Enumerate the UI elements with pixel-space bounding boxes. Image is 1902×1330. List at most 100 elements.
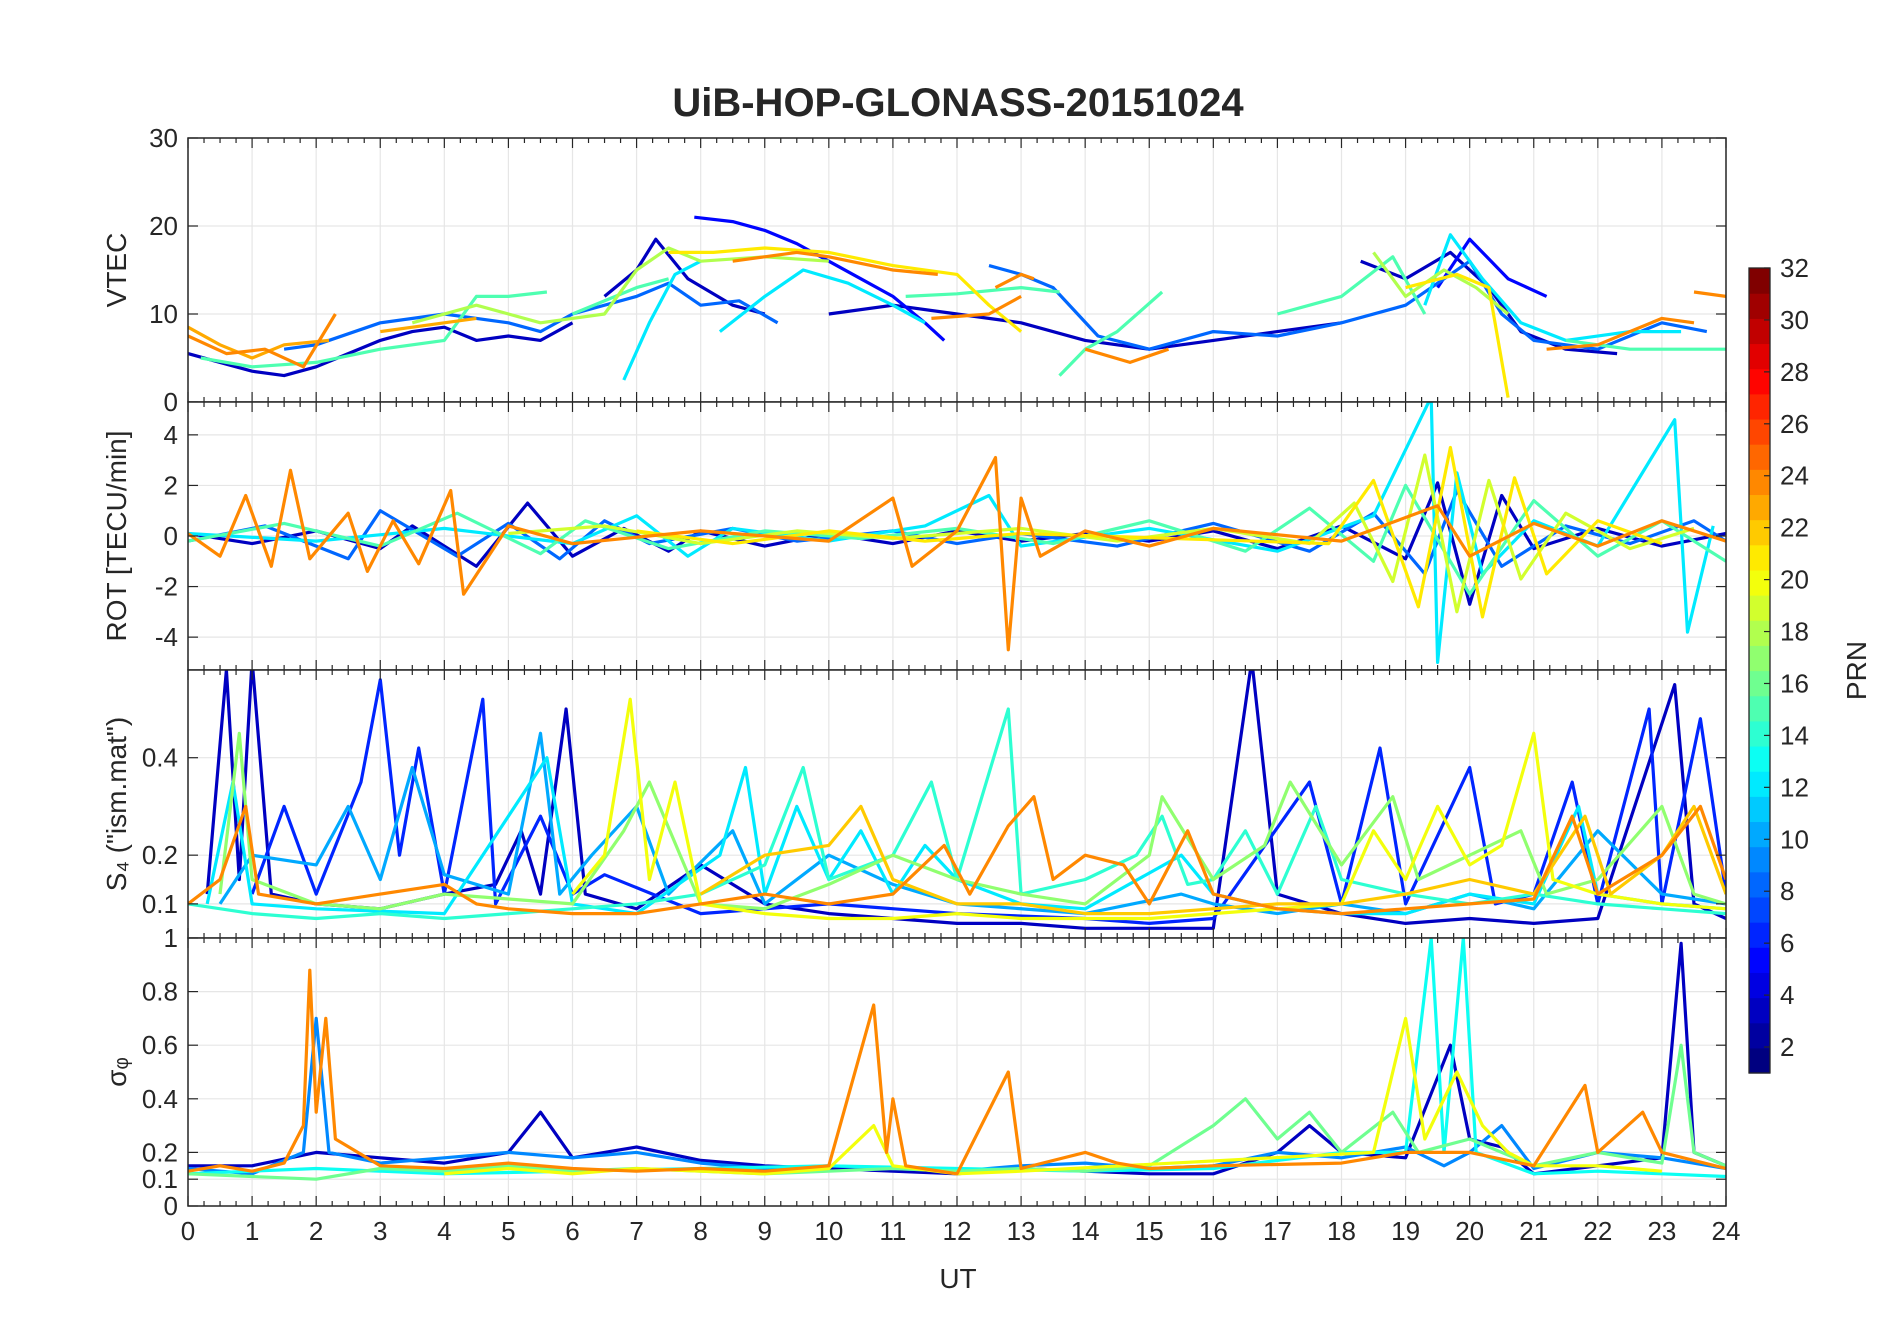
colorbar-tick-label: 4 <box>1780 980 1794 1010</box>
series-group-s4 <box>188 670 1726 930</box>
series-line-prn-24 <box>1084 347 1170 364</box>
x-tick-label: 1 <box>245 1216 259 1246</box>
y-tick-label: 0.8 <box>142 977 178 1007</box>
panel-rot: -4 -2 0 2 4 ROT [TECU/min] <box>101 401 1727 671</box>
y-tick-label: 30 <box>149 123 178 153</box>
series-line-prn-15 <box>188 483 1726 596</box>
x-tick-label: 4 <box>437 1216 451 1246</box>
colorbar-swatch <box>1749 947 1770 973</box>
colorbar-swatch <box>1749 268 1770 294</box>
colorbar-swatch <box>1749 544 1770 571</box>
y-tick-label: -2 <box>155 572 178 602</box>
series-line-prn-23 <box>380 316 477 334</box>
colorbar-swatch <box>1749 821 1770 848</box>
series-line-prn-19 <box>508 453 1695 614</box>
series-line-prn-20 <box>571 697 1726 921</box>
colorbar-swatch <box>1749 293 1770 319</box>
y-tick-label: 0 <box>164 387 178 417</box>
colorbar-swatch <box>1749 972 1770 999</box>
colorbar-swatch <box>1749 393 1770 420</box>
colorbar-tick-label: 22 <box>1780 513 1809 543</box>
x-tick-label: 21 <box>1519 1216 1548 1246</box>
colorbar-swatch <box>1749 494 1770 521</box>
series-group-rot <box>188 402 1726 664</box>
y-tick-label: 4 <box>164 420 178 450</box>
y-tick-label: 0.2 <box>142 1137 178 1167</box>
colorbar-tick-label: 28 <box>1780 357 1809 387</box>
y-tick-label: 0.1 <box>142 889 178 919</box>
series-line-prn-21 <box>636 445 1663 619</box>
x-tick-label: 11 <box>879 1216 906 1246</box>
series-line-prn-15 <box>1058 290 1164 377</box>
colorbar-tick-label: 2 <box>1780 1032 1794 1062</box>
y-tick-label: 0 <box>164 521 178 551</box>
series-line-prn-22 <box>699 804 1726 916</box>
colorbar-tick-label: 18 <box>1780 617 1809 647</box>
series-line-prn-24 <box>188 968 1726 1176</box>
series-line-prn-20 <box>444 1016 1663 1176</box>
series-line-prn-24 <box>931 294 1022 320</box>
colorbar-tick-label: 32 <box>1780 253 1809 283</box>
colorbar-swatch <box>1749 368 1770 395</box>
y-axis-label-vtec: VTEC <box>101 233 132 308</box>
colorbar-swatch <box>1749 444 1770 470</box>
colorbar-tick-label: 24 <box>1780 461 1809 491</box>
colorbar-swatch <box>1749 796 1770 823</box>
x-tick-label: 20 <box>1455 1216 1484 1246</box>
panel-vtec: 0 10 20 30 VTEC <box>101 123 1727 417</box>
y-axis-label-sigma: σᵩ <box>101 1057 132 1087</box>
colorbar-swatch <box>1749 343 1770 370</box>
colorbar-swatch <box>1749 418 1770 445</box>
series-line-prn-8 <box>188 488 1726 576</box>
x-tick-label: 15 <box>1135 1216 1164 1246</box>
series-line-prn-3 <box>603 237 766 316</box>
x-axis-label: UT <box>939 1263 976 1294</box>
colorbar-swatch <box>1749 1047 1770 1074</box>
chart-title: UiB-HOP-GLONASS-20151024 <box>672 81 1244 125</box>
x-tick-label: 23 <box>1647 1216 1676 1246</box>
colorbar-swatch <box>1749 771 1770 797</box>
colorbar-tick-label: 12 <box>1780 772 1809 802</box>
x-tick-label: 24 <box>1712 1216 1741 1246</box>
series-line-prn-12 <box>205 756 1726 916</box>
series-line-prn-24 <box>732 250 938 276</box>
x-tick-label: 19 <box>1391 1216 1420 1246</box>
x-tick-label: 18 <box>1327 1216 1356 1246</box>
y-tick-label: 1 <box>164 923 178 953</box>
series-line-prn-17 <box>218 731 1726 911</box>
series-line-prn-23 <box>188 325 330 360</box>
colorbar-swatch <box>1749 720 1770 747</box>
colorbar-tick-label: 20 <box>1780 565 1809 595</box>
x-tick-label: 17 <box>1263 1216 1292 1246</box>
colorbar-swatch <box>1749 469 1770 496</box>
x-tick-label: 2 <box>309 1216 323 1246</box>
x-tick-label: 0 <box>181 1216 195 1246</box>
series-line-prn-15 <box>571 277 670 316</box>
series-line-prn-8 <box>283 281 779 351</box>
colorbar-swatch <box>1749 645 1770 672</box>
series-line-prn-12 <box>718 268 926 333</box>
colorbar-tick-label: 6 <box>1780 928 1794 958</box>
y-tick-label: -4 <box>155 622 178 652</box>
colorbar-swatch <box>1749 595 1770 621</box>
series-line-prn-24 <box>994 272 1035 290</box>
series-line-prn-21 <box>668 246 1023 333</box>
series-group-sigma <box>188 938 1726 1181</box>
colorbar-tick-label: 14 <box>1780 720 1809 750</box>
y-tick-label: 0.4 <box>142 1084 178 1114</box>
colorbar-swatch <box>1749 896 1770 923</box>
x-tick-label: 16 <box>1199 1216 1228 1246</box>
x-tick-label: 12 <box>943 1216 972 1246</box>
colorbar-swatch <box>1749 871 1770 898</box>
series-group-vtec <box>188 215 1726 398</box>
y-tick-label: 2 <box>164 470 178 500</box>
y-tick-label: 0.1 <box>142 1164 178 1194</box>
colorbar-swatch <box>1749 695 1770 722</box>
x-tick-label: 6 <box>565 1216 579 1246</box>
series-line-prn-24 <box>188 795 1726 916</box>
series-line-prn-14 <box>188 707 1726 921</box>
y-tick-label: 0.6 <box>142 1030 178 1060</box>
colorbar-swatch <box>1749 922 1770 948</box>
